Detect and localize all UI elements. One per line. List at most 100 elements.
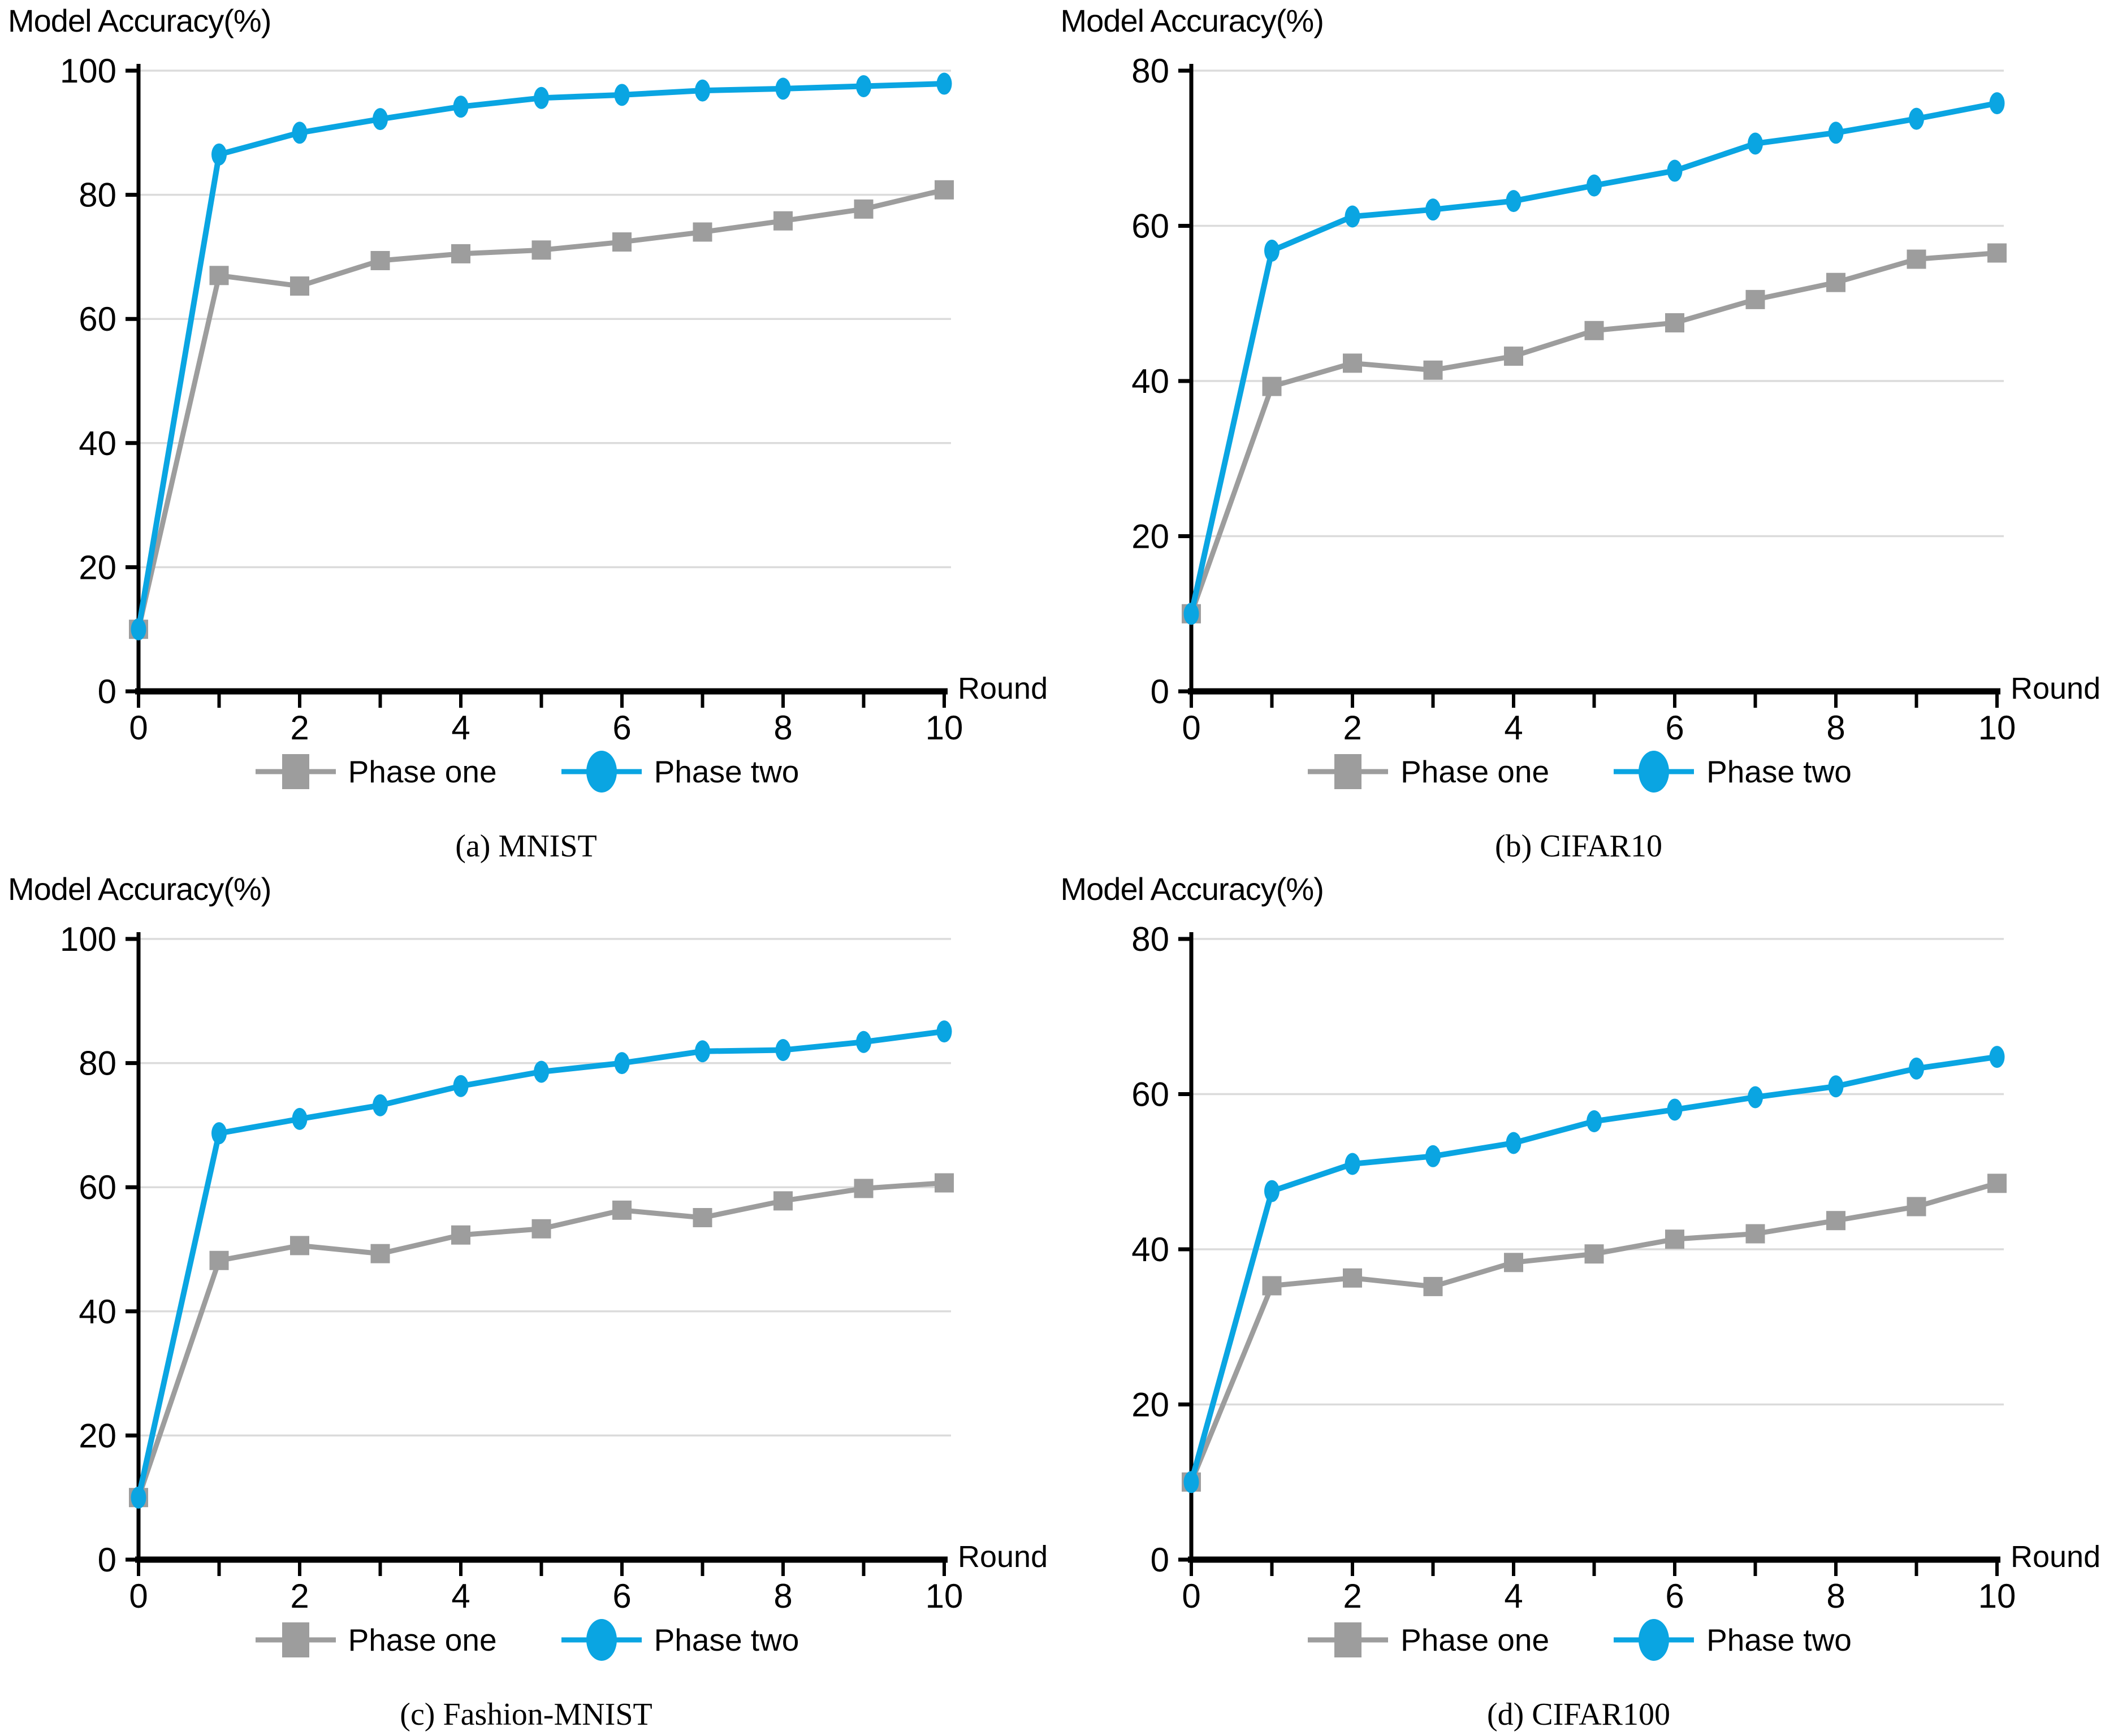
- data-marker-square-phase-one: [693, 1207, 712, 1227]
- y-tick-label: 60: [79, 300, 116, 338]
- x-tick-label: 10: [926, 709, 963, 747]
- data-marker-circle-phase-two: [856, 75, 871, 97]
- data-marker-square-phase-one: [1665, 313, 1684, 333]
- phase-one-marker-icon: [255, 754, 336, 789]
- legend-label-phase-one: Phase one: [1401, 754, 1550, 789]
- legend: Phase one Phase two: [1053, 1616, 2105, 1664]
- data-marker-square-phase-one: [935, 1173, 954, 1193]
- panel-cifar100: Model Accuracy(%) 0 20 40 60 80 0 2 4 6 8 10 Round …: [1053, 868, 2105, 1736]
- legend-label-phase-two: Phase two: [1706, 1622, 1852, 1657]
- data-marker-square-phase-one: [209, 1250, 229, 1270]
- legend-label-phase-two: Phase two: [1706, 754, 1852, 789]
- data-marker-circle-phase-two: [1183, 603, 1199, 625]
- data-marker-square-phase-one: [290, 1235, 309, 1255]
- legend: Phase one Phase two: [0, 747, 1052, 796]
- x-tick-label: 6: [1665, 709, 1684, 747]
- phase-two-marker-icon: [1614, 1618, 1695, 1661]
- caption-cifar100: (d) CIFAR100: [1486, 1696, 1671, 1732]
- phase-one-marker-icon: [1308, 754, 1389, 789]
- phase-two-marker-icon: [561, 751, 642, 793]
- y-tick-label: 0: [98, 673, 116, 711]
- panel-mnist: Model Accuracy(%) 0 20 40 60 80 100 0 2 4 6 8 10 Rou…: [0, 0, 1052, 868]
- x-tick-label: 8: [1826, 1577, 1845, 1615]
- data-marker-square-phase-one: [773, 1190, 793, 1210]
- data-marker-square-phase-one: [370, 1244, 390, 1263]
- legend-item-phase-one: Phase one: [253, 747, 497, 796]
- y-tick-label: 0: [1150, 673, 1169, 711]
- data-marker-circle-phase-two: [1586, 174, 1602, 197]
- data-marker-circle-phase-two: [373, 108, 388, 131]
- legend-item-phase-one: Phase one: [253, 1616, 497, 1664]
- legend-square: [282, 754, 309, 789]
- data-marker-circle-phase-two: [1264, 239, 1280, 262]
- panel-fashion-mnist: Model Accuracy(%) 0 20 40 60 80 100 0 2 4 6 8 10 Rou…: [0, 868, 1052, 1736]
- y-axis-title: Model Accuracy(%): [8, 3, 271, 38]
- legend-ellipse: [586, 751, 617, 793]
- x-tick-label: 0: [129, 1577, 148, 1615]
- x-tick-label: 4: [451, 1577, 470, 1615]
- data-marker-circle-phase-two: [775, 77, 791, 100]
- data-marker-circle-phase-two: [534, 86, 549, 109]
- y-tick-label: 80: [1131, 920, 1169, 958]
- y-tick-label: 40: [79, 1292, 116, 1330]
- data-marker-square-phase-one: [612, 232, 632, 252]
- x-tick-label: 8: [773, 709, 792, 747]
- data-marker-circle-phase-two: [1667, 159, 1682, 182]
- chart-mnist-canvas: 0 20 40 60 80 100 0 2 4 6 8 10 Round: [60, 52, 1048, 747]
- data-marker-circle-phase-two: [1989, 92, 2004, 115]
- y-tick-label: 60: [1131, 1075, 1169, 1113]
- x-tick-label: 6: [612, 1577, 631, 1615]
- legend-square: [1334, 754, 1362, 789]
- caption-fashion-mnist: (c) Fashion-MNIST: [400, 1696, 652, 1732]
- data-marker-circle-phase-two: [936, 72, 952, 95]
- legend-ellipse: [1639, 1618, 1670, 1661]
- x-tick-label: 6: [612, 709, 631, 747]
- legend: Phase one Phase two: [1053, 747, 2105, 796]
- data-marker-square-phase-one: [1584, 1244, 1603, 1263]
- legend-item-phase-one: Phase one: [1306, 1616, 1549, 1664]
- legend-item-phase-two: Phase two: [1611, 747, 1852, 796]
- data-marker-circle-phase-two: [1506, 190, 1521, 213]
- x-tick-label: 0: [129, 709, 148, 747]
- data-marker-circle-phase-two: [211, 1122, 227, 1144]
- y-tick-label: 20: [79, 1417, 116, 1454]
- data-marker-square-phase-one: [290, 276, 309, 296]
- legend-item-phase-two: Phase two: [559, 747, 799, 796]
- y-axis-title: Model Accuracy(%): [1060, 3, 1324, 38]
- x-tick-label: 10: [926, 1577, 963, 1615]
- x-tick-label: 6: [1665, 1577, 1684, 1615]
- data-marker-circle-phase-two: [936, 1020, 952, 1042]
- data-marker-square-phase-one: [854, 199, 874, 219]
- data-marker-square-phase-one: [1423, 1276, 1442, 1296]
- y-tick-label: 20: [79, 548, 116, 586]
- y-tick-label: 0: [98, 1541, 116, 1579]
- series-line-phase-two: [136, 1028, 945, 1498]
- data-marker-circle-phase-two: [695, 79, 710, 102]
- legend-item-phase-two: Phase two: [559, 1616, 799, 1664]
- y-tick-label: 20: [1131, 518, 1169, 556]
- panel-cifar10: Model Accuracy(%) 0 20 40 60 80 0 2 4 6 8 10 Round …: [1053, 0, 2105, 868]
- data-marker-circle-phase-two: [614, 1051, 630, 1074]
- data-marker-circle-phase-two: [1667, 1098, 1682, 1120]
- x-axis-title: Round: [958, 1540, 1048, 1574]
- x-tick-label: 8: [773, 1577, 792, 1615]
- x-tick-label: 0: [1182, 1577, 1200, 1615]
- chart-cifar10-canvas: 0 20 40 60 80 0 2 4 6 8 10 Round: [1131, 52, 2100, 747]
- data-marker-circle-phase-two: [1828, 122, 1843, 144]
- data-marker-square-phase-one: [1503, 347, 1523, 366]
- data-marker-circle-phase-two: [1908, 107, 1924, 130]
- data-marker-circle-phase-two: [1345, 1153, 1360, 1175]
- y-tick-label: 80: [79, 1044, 116, 1082]
- data-marker-circle-phase-two: [1183, 1470, 1199, 1493]
- data-marker-square-phase-one: [1262, 1276, 1281, 1296]
- y-tick-label: 0: [1150, 1541, 1169, 1579]
- y-tick-label: 60: [1131, 207, 1169, 245]
- legend-item-phase-one: Phase one: [1306, 747, 1549, 796]
- data-marker-square-phase-one: [1665, 1229, 1684, 1249]
- data-marker-circle-phase-two: [1747, 1085, 1763, 1108]
- y-tick-label: 100: [60, 52, 116, 90]
- data-marker-square-phase-one: [1987, 243, 2007, 263]
- phase-two-marker-icon: [1614, 751, 1695, 793]
- data-marker-square-phase-one: [1987, 1173, 2007, 1193]
